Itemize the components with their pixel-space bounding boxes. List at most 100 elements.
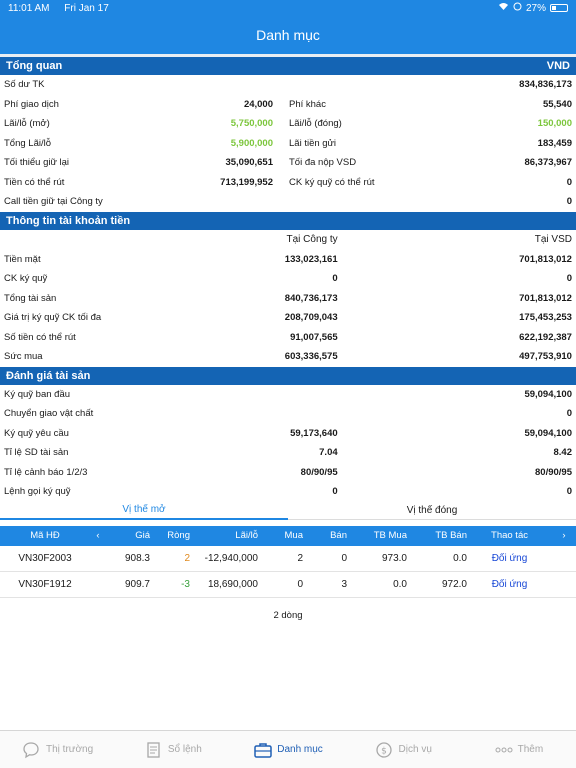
assets-row: Tỉ lệ SD tài sản 7.04 8.42 xyxy=(0,443,576,463)
overview-value: 55,540 xyxy=(542,98,572,110)
status-time: 11:01 AM xyxy=(8,2,50,14)
assets-value-company: 59,173,640 xyxy=(290,427,338,439)
overview-label: Tối thiểu giữ lại xyxy=(4,157,69,169)
overview-label: Tổng Lãi/lỗ xyxy=(4,137,52,149)
overview-row: Lãi/lỗ (mở) 5,750,000 Lãi/lỗ (đóng) 150,… xyxy=(0,114,576,134)
overview-value: 5,750,000 xyxy=(230,118,273,130)
account-value-company: 133,023,161 xyxy=(284,253,338,265)
avg-buy-cell: 0.0 xyxy=(393,578,407,590)
overview-label: Lãi tiền gửi xyxy=(289,137,337,149)
overview-value: 150,000 xyxy=(537,118,572,130)
header-avg-sell: TB Bán xyxy=(435,530,467,541)
overview-section: Số dư TK 834,836,173 Phí giao dịch 24,00… xyxy=(0,75,576,212)
more-dots-icon xyxy=(494,741,513,759)
battery-icon xyxy=(550,4,568,12)
tab-portfolio[interactable]: Danh mục xyxy=(230,731,345,768)
scroll-right-icon[interactable]: › xyxy=(562,530,566,541)
chat-bubble-icon xyxy=(22,741,40,759)
overview-label: Lãi/lỗ (mở) xyxy=(4,118,50,130)
pl-cell: -12,940,000 xyxy=(204,552,258,564)
header-sell: Bán xyxy=(330,530,347,541)
assets-value-vsd: 59,094,100 xyxy=(524,427,572,439)
assets-value-company: 80/90/95 xyxy=(300,466,338,478)
overview-value: 5,900,000 xyxy=(230,137,273,149)
account-value-company: 208,709,043 xyxy=(284,312,338,324)
tab-services[interactable]: $ Dịch vụ xyxy=(346,731,461,768)
header-buy: Mua xyxy=(284,530,303,541)
avg-buy-cell: 973.0 xyxy=(381,552,407,564)
account-label: Tiền mặt xyxy=(4,253,41,265)
overview-row: Phí giao dịch 24,000 Phí khác 55,540 xyxy=(0,95,576,115)
account-row: Sức mua 603,336,575 497,753,910 xyxy=(0,347,576,367)
account-row: CK ký quỹ 0 0 xyxy=(0,269,576,289)
briefcase-icon xyxy=(253,741,272,759)
overview-value: 0 xyxy=(566,196,572,208)
overview-title: Tổng quan xyxy=(6,60,63,72)
account-header: Thông tin tài khoản tiền xyxy=(0,211,576,230)
account-section: Tại Công ty Tại VSD Tiền mặt 133,023,161… xyxy=(0,230,576,367)
currency-label: VND xyxy=(546,60,570,72)
overview-header: Tổng quan VND xyxy=(0,57,576,75)
column-header-company: Tại Công ty xyxy=(286,234,338,245)
row-count: 2 dòng xyxy=(273,609,303,621)
assets-row: Ký quỹ ban đầu 59,094,100 xyxy=(0,385,576,405)
counter-order-link[interactable]: Đối ứng xyxy=(491,578,528,590)
header-action: Thao tác xyxy=(491,530,528,541)
assets-label: Chuyển giao vật chất xyxy=(4,408,94,420)
status-date: Fri Jan 17 xyxy=(64,2,109,14)
assets-value-vsd: 59,094,100 xyxy=(524,388,572,400)
orientation-lock-icon xyxy=(513,2,522,14)
assets-title: Đánh giá tài sản xyxy=(6,369,91,382)
account-row: Số tiền có thể rút 91,007,565 622,192,38… xyxy=(0,328,576,348)
account-label: Sức mua xyxy=(4,351,43,363)
contract-code: VN30F2003 xyxy=(18,552,72,564)
account-column-headers: Tại Công ty Tại VSD xyxy=(0,230,576,250)
assets-header: Đánh giá tài sản xyxy=(0,366,576,385)
overview-value: 183,459 xyxy=(537,137,572,149)
wifi-icon xyxy=(498,2,509,14)
buy-cell: 0 xyxy=(297,578,303,590)
tab-more[interactable]: Thêm xyxy=(461,731,576,768)
document-icon xyxy=(144,741,162,759)
overview-row: Số dư TK 834,836,173 xyxy=(0,75,576,95)
assets-row: Chuyển giao vật chất 0 xyxy=(0,404,576,424)
overview-row: Tối thiểu giữ lại 35,090,651 Tối đa nộp … xyxy=(0,153,576,173)
account-value-vsd: 175,453,253 xyxy=(519,312,572,324)
account-value-vsd: 701,813,012 xyxy=(519,253,572,265)
assets-row: Tỉ lệ cảnh báo 1/2/3 80/90/95 80/90/95 xyxy=(0,463,576,483)
assets-value-vsd: 0 xyxy=(566,408,572,420)
overview-label: Tối đa nộp VSD xyxy=(289,157,357,169)
assets-label: Ký quỹ ban đầu xyxy=(4,388,71,400)
assets-value-company: 7.04 xyxy=(319,447,338,459)
account-row: Tiền mặt 133,023,161 701,813,012 xyxy=(0,250,576,270)
assets-value-vsd: 80/90/95 xyxy=(535,466,572,478)
overview-row: Tổng Lãi/lỗ 5,900,000 Lãi tiền gửi 183,4… xyxy=(0,134,576,154)
overview-label: Phí khác xyxy=(289,98,326,110)
tab-closed-positions[interactable]: Vị thế đóng xyxy=(288,502,576,520)
account-label: CK ký quỹ xyxy=(4,273,48,285)
tab-market[interactable]: Thị trường xyxy=(0,731,115,768)
account-title: Thông tin tài khoản tiền xyxy=(6,214,131,227)
tab-order-book[interactable]: Sổ lệnh xyxy=(115,731,230,768)
account-value-company: 0 xyxy=(332,273,338,285)
positions-table-header: Mã HĐ ‹ Giá Ròng Lãi/lỗ Mua Bán TB Mua T… xyxy=(0,525,576,546)
overview-label: Lãi/lỗ (đóng) xyxy=(289,118,342,130)
header-net: Ròng xyxy=(167,530,190,541)
account-value-company: 91,007,565 xyxy=(290,331,338,343)
assets-value-company: 0 xyxy=(332,486,338,498)
account-row: Tổng tài sản 840,736,173 701,813,012 xyxy=(0,289,576,309)
counter-order-link[interactable]: Đối ứng xyxy=(491,552,528,564)
scroll-left-icon[interactable]: ‹ xyxy=(96,530,100,541)
pl-cell: 18,690,000 xyxy=(207,578,258,590)
table-row: VN30F1912 909.7 -3 18,690,000 0 3 0.0 97… xyxy=(0,572,576,598)
tab-open-positions[interactable]: Vị thế mở xyxy=(0,502,288,520)
overview-label: CK ký quỹ có thể rút xyxy=(289,176,375,188)
sell-cell: 3 xyxy=(341,578,347,590)
assets-label: Ký quỹ yêu cầu xyxy=(4,427,69,439)
overview-value: 0 xyxy=(566,176,572,188)
avg-sell-cell: 0.0 xyxy=(453,552,467,564)
buy-cell: 2 xyxy=(297,552,303,564)
header-pl: Lãi/lỗ xyxy=(235,530,258,541)
overview-value: 86,373,967 xyxy=(524,157,572,169)
tab-more-label: Thêm xyxy=(517,744,544,755)
